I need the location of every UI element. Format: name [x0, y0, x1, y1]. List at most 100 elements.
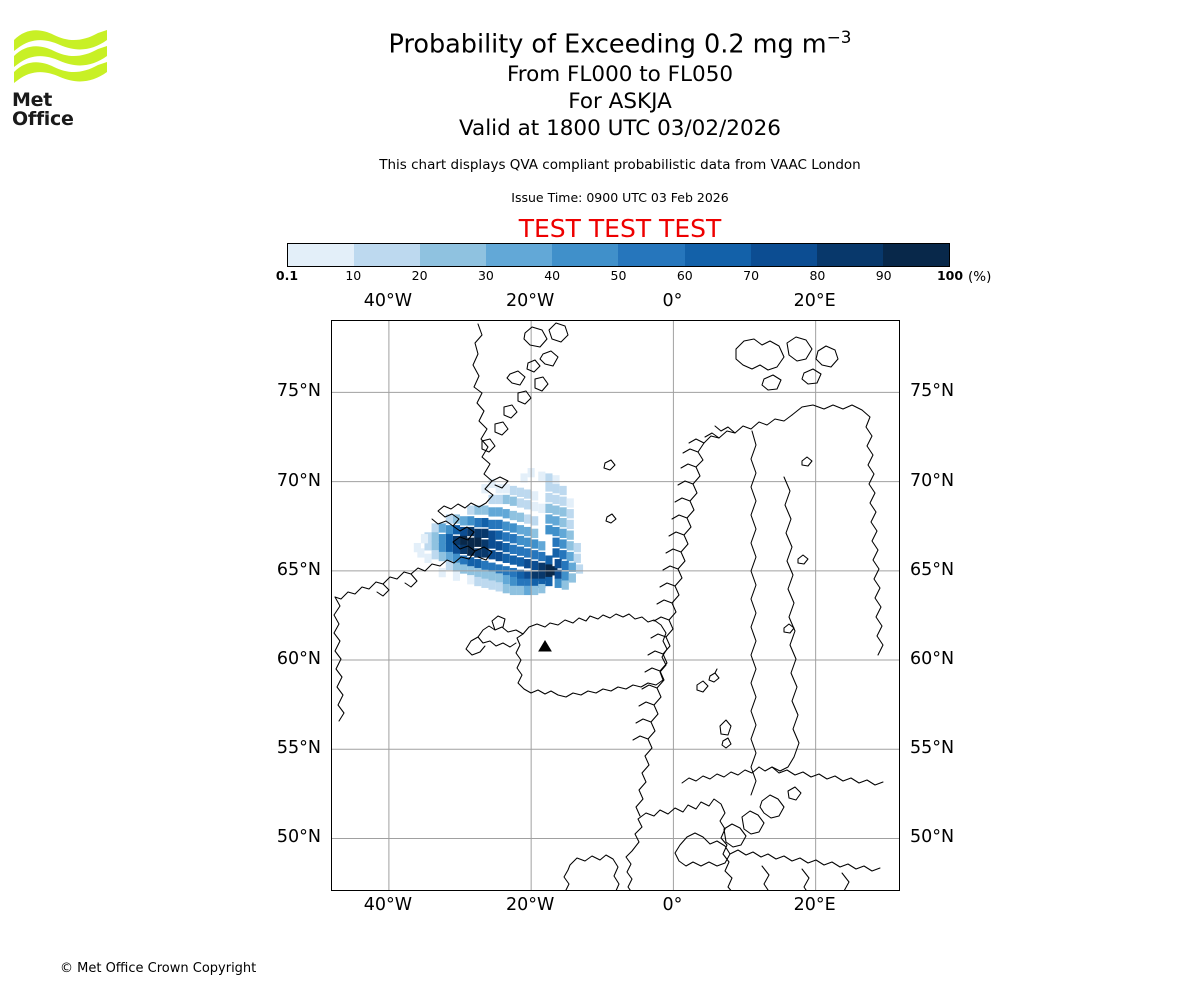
- ash-cell: [568, 573, 576, 583]
- ash-cell: [552, 484, 560, 494]
- colorbar-segment-6: [684, 244, 751, 266]
- ash-cell: [561, 560, 569, 571]
- lat-tick-label-right: 60°N: [910, 649, 955, 670]
- ash-cell: [460, 535, 468, 546]
- colorbar-gradient: [287, 243, 950, 267]
- ash-cell: [474, 517, 482, 528]
- lat-tick-label-right: 55°N: [910, 738, 955, 759]
- lon-tick-label-bottom: 20°W: [505, 895, 555, 915]
- ash-cell: [481, 569, 489, 580]
- ash-cell: [495, 564, 503, 574]
- ash-cell: [495, 507, 503, 517]
- ash-cell: [509, 523, 517, 533]
- ash-cell: [554, 569, 562, 580]
- colorbar-tick-30: 30: [477, 268, 494, 283]
- ash-cell: [438, 542, 446, 553]
- ash-cell: [502, 575, 510, 585]
- ash-cell: [438, 523, 446, 533]
- ash-cell: [545, 514, 553, 524]
- ash-cell: [474, 576, 482, 587]
- ash-cell: [488, 580, 496, 590]
- page-title-text: Probability of Exceeding 0.2 mg m: [388, 29, 827, 60]
- ash-cell: [413, 542, 421, 553]
- colorbar-tick-60: 60: [676, 268, 693, 283]
- ash-cell: [509, 534, 517, 544]
- ash-cell: [488, 562, 496, 572]
- ash-cell: [495, 494, 503, 505]
- ash-cell: [445, 551, 453, 562]
- ash-cell: [524, 500, 532, 510]
- ash-cell: [554, 559, 562, 569]
- ash-cell: [488, 507, 496, 517]
- colorbar-tick-80: 80: [809, 268, 826, 283]
- ash-cell: [552, 548, 560, 558]
- ash-cell: [516, 585, 525, 596]
- colorbar-unit-label: (%): [968, 269, 992, 285]
- ash-cell: [445, 560, 453, 571]
- ash-cell: [431, 532, 439, 542]
- ash-cell: [452, 553, 461, 563]
- ash-cell: [531, 501, 539, 512]
- ash-cell: [524, 489, 532, 499]
- ash-cell: [531, 578, 539, 588]
- map-plot-area[interactable]: [331, 320, 900, 891]
- ash-cell: [502, 509, 510, 519]
- valid-time-line: Valid at 1800 UTC 03/02/2026: [458, 115, 781, 141]
- ash-cell: [538, 551, 546, 562]
- ash-cell: [566, 519, 574, 530]
- ash-cell: [538, 584, 546, 594]
- colorbar-segment-1: [354, 244, 421, 266]
- ash-cell: [538, 562, 546, 572]
- ash-cell: [431, 541, 439, 551]
- ash-cell: [524, 571, 532, 581]
- ash-cell: [573, 553, 581, 563]
- ash-cell: [538, 503, 546, 513]
- ash-cell: [559, 517, 567, 528]
- lat-tick-label-right: 75°N: [910, 381, 955, 402]
- lat-tick-label-left: 75°N: [276, 381, 321, 402]
- ash-cell: [481, 528, 489, 538]
- ash-cell: [502, 484, 510, 494]
- ash-cell: [460, 564, 468, 574]
- ash-cell: [474, 537, 482, 547]
- graticule-gridlines: [332, 321, 899, 890]
- ash-cell: [509, 485, 517, 496]
- lat-tick-label-left: 65°N: [276, 559, 321, 580]
- lat-tick-label-left: 55°N: [276, 738, 321, 759]
- ash-cell: [516, 512, 525, 522]
- ash-cell: [531, 585, 539, 596]
- colorbar-segment-4: [552, 244, 619, 266]
- ash-cell: [575, 564, 584, 574]
- ash-cell: [452, 571, 461, 581]
- page-title-exponent: −3: [826, 27, 852, 47]
- ash-cell: [467, 526, 475, 537]
- colorbar-tick-40: 40: [544, 268, 561, 283]
- ash-probability-cells: [413, 468, 584, 596]
- ash-cell: [509, 555, 517, 565]
- ash-cell: [481, 539, 489, 549]
- ash-cell: [495, 484, 503, 494]
- ash-cell: [502, 584, 510, 594]
- ash-cell: [509, 544, 517, 555]
- ash-cell: [474, 528, 482, 538]
- ash-cell: [545, 576, 553, 587]
- ash-cell: [431, 550, 439, 560]
- ash-cell: [524, 548, 532, 558]
- ash-cell: [545, 473, 553, 483]
- lat-tick-label-right: 50°N: [910, 827, 955, 848]
- ash-cell: [502, 532, 510, 542]
- ash-cell: [502, 542, 510, 553]
- ash-cell: [531, 539, 539, 549]
- ash-cell: [467, 537, 475, 547]
- ash-cell: [420, 534, 429, 544]
- ash-cell: [431, 523, 439, 533]
- ash-cell: [531, 550, 539, 560]
- ash-cell: [566, 551, 574, 562]
- lon-tick-label-top: 0°: [662, 291, 683, 311]
- ash-cell: [467, 546, 475, 556]
- ash-cell: [538, 578, 546, 588]
- ash-cell: [502, 494, 510, 505]
- ash-cell: [452, 514, 461, 524]
- ash-cell: [460, 555, 468, 565]
- ash-cell: [552, 526, 560, 537]
